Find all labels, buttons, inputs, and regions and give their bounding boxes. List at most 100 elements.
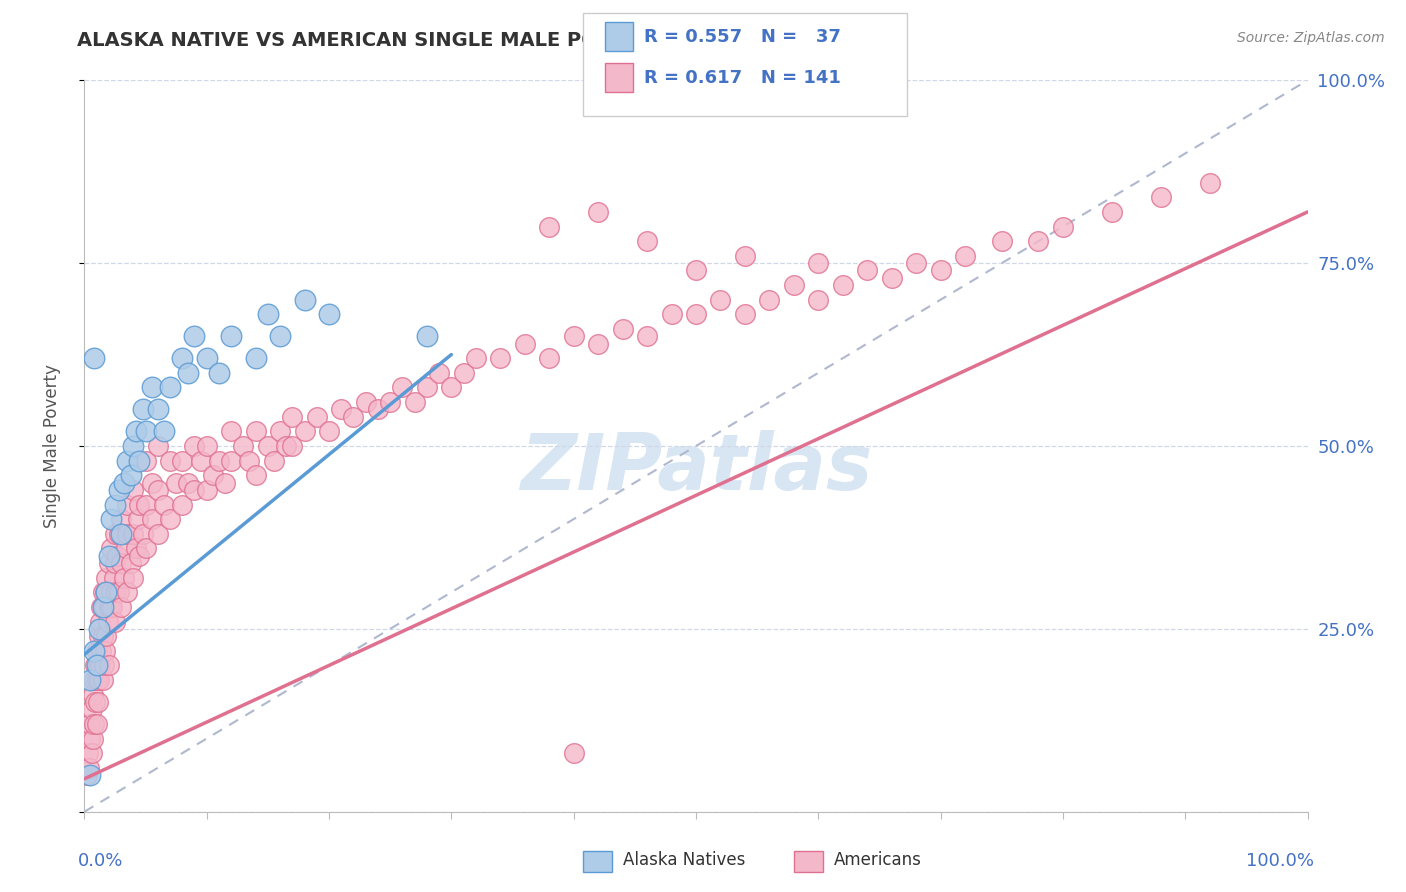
Point xyxy=(79,673,101,687)
Point xyxy=(110,599,132,614)
Point xyxy=(416,329,439,343)
Point xyxy=(453,366,475,380)
Point xyxy=(905,256,928,270)
Point xyxy=(122,483,145,497)
Point xyxy=(953,249,976,263)
Point xyxy=(141,475,163,490)
Y-axis label: Single Male Poverty: Single Male Poverty xyxy=(42,364,60,528)
Point xyxy=(87,622,110,636)
Point xyxy=(685,307,707,321)
Point xyxy=(94,644,117,658)
Point xyxy=(190,453,212,467)
Point xyxy=(195,439,218,453)
Point xyxy=(269,329,291,343)
Point xyxy=(380,395,402,409)
Point xyxy=(153,425,176,439)
Point xyxy=(105,549,128,563)
Point xyxy=(79,731,101,746)
Point xyxy=(120,556,142,570)
Point xyxy=(76,768,98,782)
Text: 100.0%: 100.0% xyxy=(1246,852,1313,870)
Point xyxy=(83,351,105,366)
Point xyxy=(427,366,450,380)
Point xyxy=(172,351,194,366)
Point xyxy=(513,336,536,351)
Point xyxy=(183,483,205,497)
Point xyxy=(807,293,830,307)
Point xyxy=(141,380,163,394)
Point xyxy=(80,746,103,760)
Point xyxy=(856,263,879,277)
Point xyxy=(135,425,157,439)
Point xyxy=(257,307,280,321)
Text: Alaska Natives: Alaska Natives xyxy=(623,851,745,869)
Point xyxy=(104,556,127,570)
Point xyxy=(82,731,104,746)
Point xyxy=(281,439,304,453)
Point xyxy=(128,498,150,512)
Point xyxy=(115,498,138,512)
Point xyxy=(831,278,853,293)
Point xyxy=(416,380,439,394)
Point xyxy=(110,526,132,541)
Point xyxy=(991,234,1014,248)
Point xyxy=(1028,234,1050,248)
Point xyxy=(91,599,114,614)
Point xyxy=(135,541,157,556)
Point xyxy=(83,673,105,687)
Point xyxy=(94,585,117,599)
Point xyxy=(538,219,561,234)
Point xyxy=(245,351,267,366)
Point xyxy=(83,717,105,731)
Point xyxy=(880,270,903,285)
Point xyxy=(127,512,149,526)
Point xyxy=(562,329,585,343)
Point xyxy=(115,453,138,467)
Point xyxy=(101,599,124,614)
Point xyxy=(232,439,254,453)
Point xyxy=(159,453,181,467)
Point xyxy=(177,475,200,490)
Point xyxy=(807,256,830,270)
Point xyxy=(318,307,340,321)
Point xyxy=(269,425,291,439)
Point xyxy=(1198,176,1220,190)
Point xyxy=(538,351,561,366)
Point xyxy=(84,658,107,673)
Point xyxy=(146,526,169,541)
Point xyxy=(208,453,231,467)
Point xyxy=(98,599,121,614)
Point xyxy=(105,585,128,599)
Point xyxy=(636,329,658,343)
Point xyxy=(115,585,138,599)
Point xyxy=(103,571,125,585)
Text: R = 0.617   N = 141: R = 0.617 N = 141 xyxy=(644,69,841,87)
Point xyxy=(165,475,187,490)
Point xyxy=(97,549,120,563)
Point xyxy=(120,468,142,483)
Point xyxy=(122,571,145,585)
Point xyxy=(100,541,122,556)
Point xyxy=(276,439,298,453)
Point xyxy=(734,249,756,263)
Point xyxy=(586,205,609,219)
Point xyxy=(97,658,120,673)
Point xyxy=(758,293,780,307)
Point xyxy=(562,746,585,760)
Point xyxy=(112,571,135,585)
Point xyxy=(929,263,952,277)
Point xyxy=(294,425,316,439)
Text: Source: ZipAtlas.com: Source: ZipAtlas.com xyxy=(1237,31,1385,45)
Point xyxy=(96,585,118,599)
Text: ALASKA NATIVE VS AMERICAN SINGLE MALE POVERTY CORRELATION CHART: ALASKA NATIVE VS AMERICAN SINGLE MALE PO… xyxy=(77,31,908,50)
Text: ZIPatlas: ZIPatlas xyxy=(520,430,872,506)
Point xyxy=(263,453,285,467)
Point xyxy=(159,512,181,526)
Point xyxy=(77,746,100,760)
Point xyxy=(257,439,280,453)
Point xyxy=(294,293,316,307)
Point xyxy=(110,556,132,570)
Point xyxy=(238,453,260,467)
Point xyxy=(219,453,242,467)
Point xyxy=(318,425,340,439)
